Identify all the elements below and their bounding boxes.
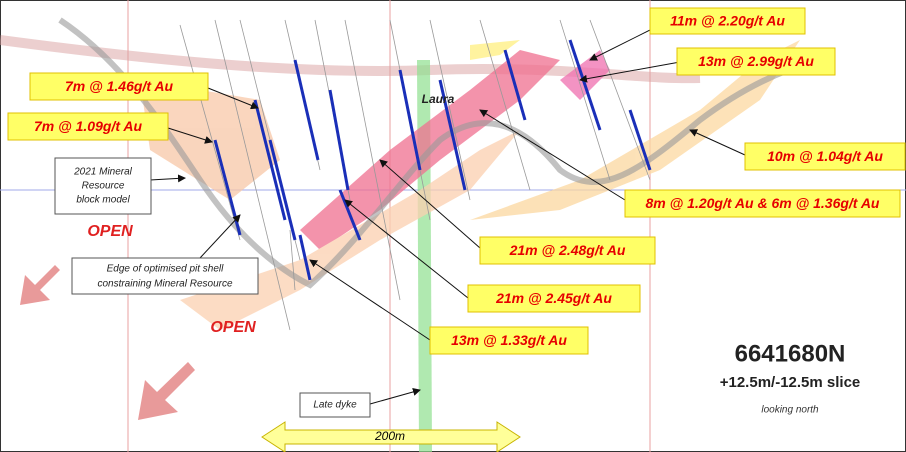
laura-label: Laura [422,92,455,106]
scale-arrow [261,421,521,452]
scale-label: 200m [374,429,405,443]
intercept-label: 13m @ 1.33g/t Au [451,332,567,348]
intercept-box [744,142,906,171]
open-label: OPEN [210,319,256,336]
intercept-box [29,72,209,101]
intercept-box [7,112,169,141]
intercept-box [467,284,641,313]
dyke-label: Late dyke [313,400,357,411]
intercept-label: 7m @ 1.46g/t Au [65,78,173,94]
topography [0,35,701,84]
intercept-label: 13m @ 2.99g/t Au [698,53,814,69]
note-line: constraining Mineral Resource [97,279,233,290]
intercept-label: 11m @ 2.20g/t Au [670,13,785,29]
intercept-box [479,236,656,265]
intercept-label: 8m @ 1.20g/t Au & 6m @ 1.36g/t Au [646,195,880,211]
section-northing: 6641680N [735,340,846,367]
intercept-label: 21m @ 2.48g/t Au [509,242,626,258]
dyke-note [299,392,371,418]
intercept-label: 7m @ 1.09g/t Au [34,118,142,134]
section-view: looking north [761,405,819,416]
intercept-label: 10m @ 1.04g/t Au [767,148,883,164]
note-line: Edge of optimised pit shell [107,264,225,275]
leader-lines [149,24,746,405]
note-line: 2021 Mineral [73,167,133,178]
intercept-label: 21m @ 2.45g/t Au [495,290,612,306]
pit-shell-note [71,257,259,295]
dyke [417,60,432,452]
note-line: Resource [82,181,125,192]
section-slice: +12.5m/-12.5m slice [720,374,861,391]
drill-holes [179,19,652,331]
block-model-note [54,157,152,215]
intercept-box [624,189,901,218]
intercept-box [676,47,836,76]
open-arrows [20,265,195,420]
pit-shell [58,17,821,289]
intercept-box [649,7,806,35]
note-line: block model [76,195,130,206]
intercept-box [429,326,589,355]
intercepts: 11m @ 2.20g/t Au 13m @ 2.99g/t Au 7m @ 1.4… [7,7,906,355]
open-label: OPEN [87,223,133,240]
